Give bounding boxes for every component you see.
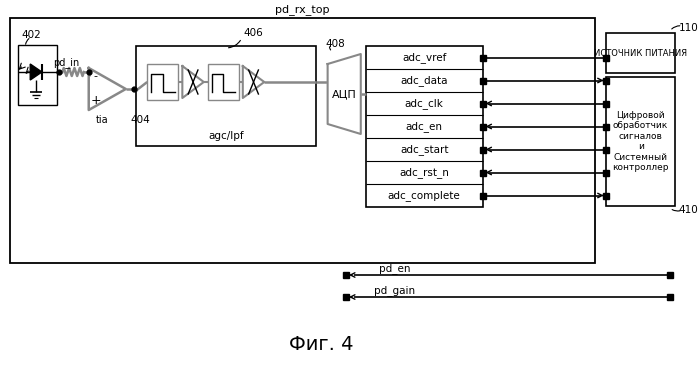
Polygon shape xyxy=(182,66,204,98)
Polygon shape xyxy=(30,64,42,80)
Text: Фиг. 4: Фиг. 4 xyxy=(289,335,354,354)
Text: Цифровой
обработчик
сигналов
и
Системный
контроллер: Цифровой обработчик сигналов и Системный… xyxy=(612,111,669,172)
Bar xyxy=(607,77,675,206)
Text: adc_rst_n: adc_rst_n xyxy=(399,167,449,178)
Bar xyxy=(366,46,483,207)
Text: 410: 410 xyxy=(679,205,698,215)
Text: 408: 408 xyxy=(326,39,345,49)
Text: adc_start: adc_start xyxy=(400,144,448,155)
Text: pd_gain: pd_gain xyxy=(375,285,415,296)
Text: 402: 402 xyxy=(22,30,41,40)
Text: adc_complete: adc_complete xyxy=(388,190,461,201)
Text: pd_en: pd_en xyxy=(379,264,410,274)
Text: tia: tia xyxy=(96,115,109,125)
Text: pd_in: pd_in xyxy=(53,57,80,68)
Text: 404: 404 xyxy=(131,115,150,125)
Bar xyxy=(208,64,239,100)
Bar xyxy=(607,33,675,73)
Text: adc_en: adc_en xyxy=(405,121,442,132)
Text: АЦП: АЦП xyxy=(332,89,356,99)
Text: 110: 110 xyxy=(679,23,698,33)
Text: 406: 406 xyxy=(244,28,264,38)
Text: adc_clk: adc_clk xyxy=(405,98,444,109)
Polygon shape xyxy=(89,68,126,110)
Text: adc_vref: adc_vref xyxy=(402,52,447,63)
Bar xyxy=(136,46,316,146)
Polygon shape xyxy=(328,54,361,134)
Text: adc_data: adc_data xyxy=(401,75,448,86)
Bar xyxy=(147,64,178,100)
Text: pd_rx_top: pd_rx_top xyxy=(275,4,329,15)
Text: agc/lpf: agc/lpf xyxy=(208,131,243,141)
Text: +: + xyxy=(90,94,101,108)
Bar xyxy=(10,18,595,263)
Bar xyxy=(17,45,57,105)
Polygon shape xyxy=(243,66,264,98)
Text: ИСТОЧНИК ПИТАНИЯ: ИСТОЧНИК ПИТАНИЯ xyxy=(594,49,687,57)
Text: -: - xyxy=(94,71,98,81)
